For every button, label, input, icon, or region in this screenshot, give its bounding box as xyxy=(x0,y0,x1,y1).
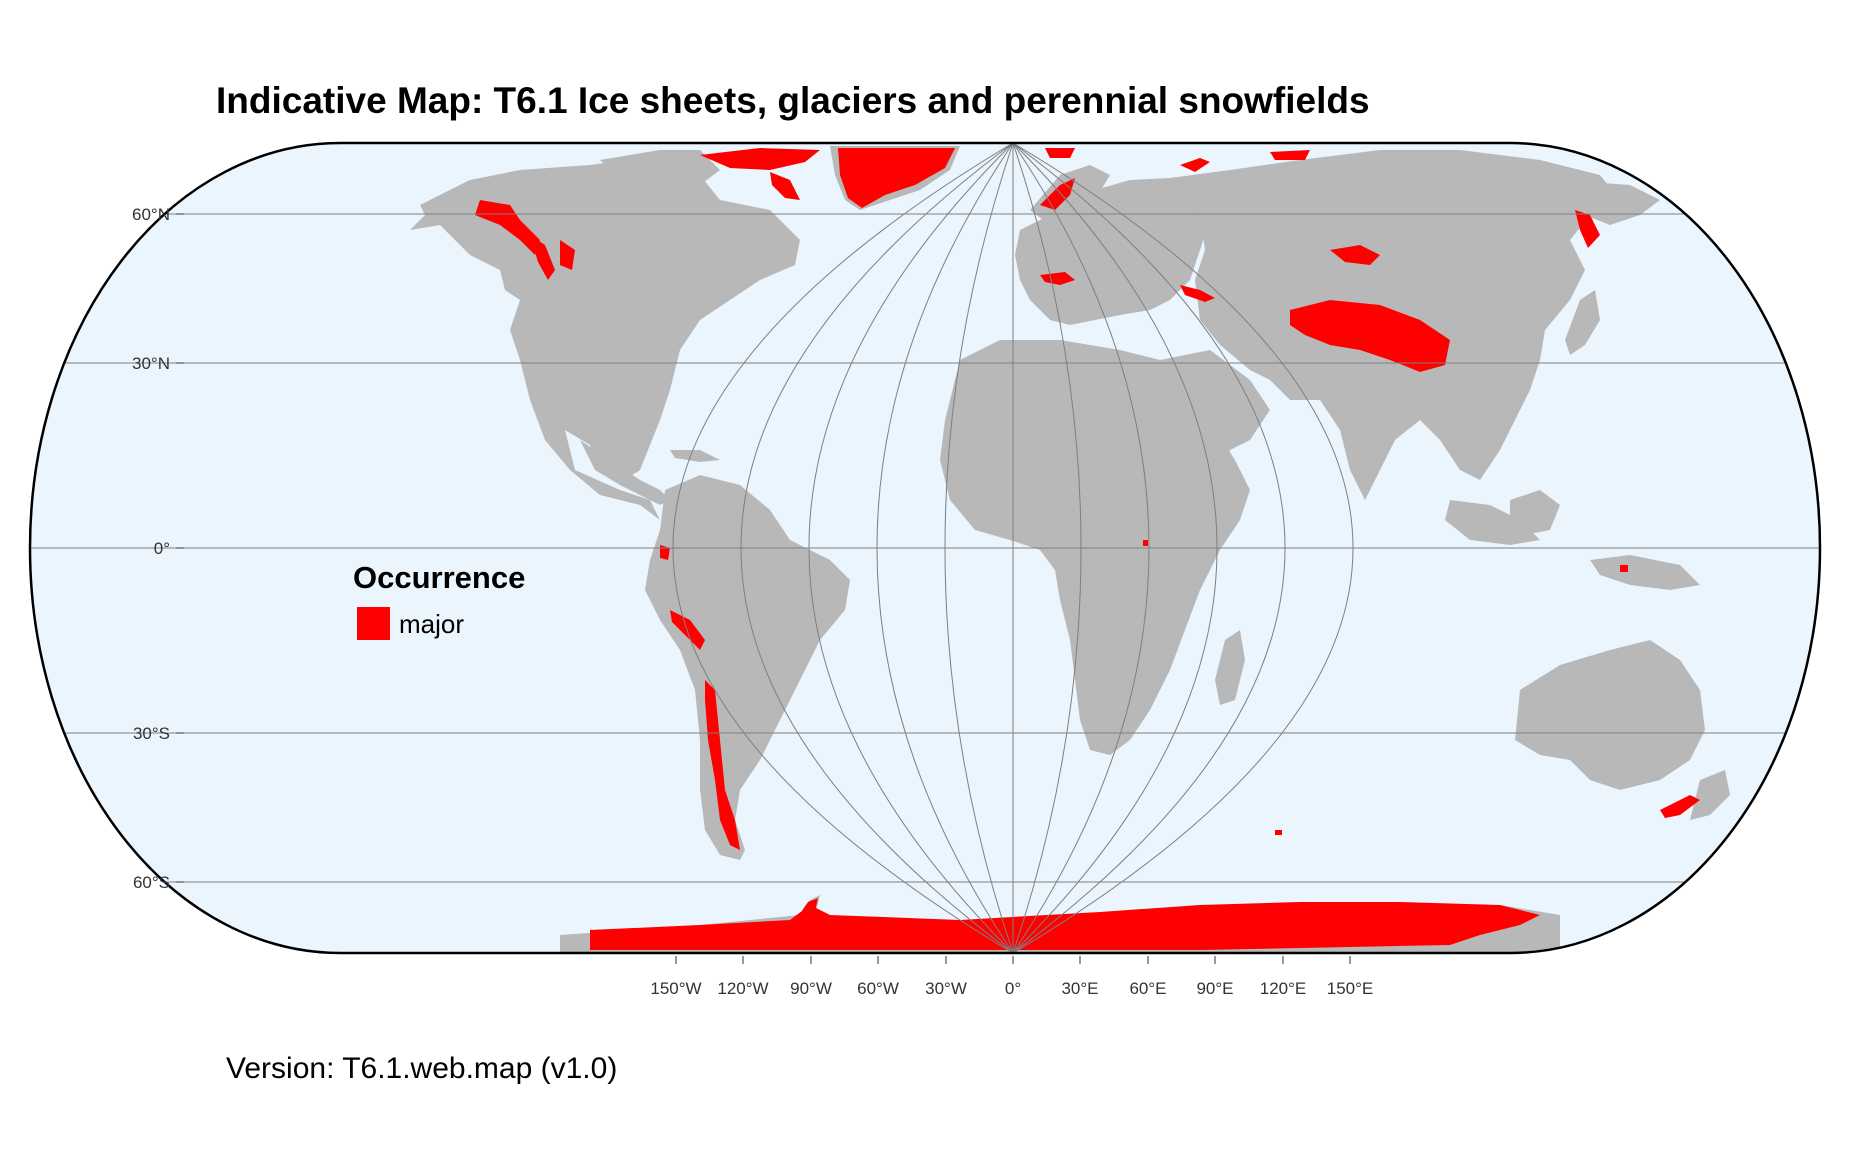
ice-greenland xyxy=(838,148,955,208)
land-new-guinea xyxy=(1590,555,1700,590)
lon-label-30w: 30°W xyxy=(925,979,967,998)
ice-arctic-canada xyxy=(700,148,820,170)
ice-occurrence-areas xyxy=(475,148,1700,950)
lon-label-150e: 150°E xyxy=(1327,979,1374,998)
ice-svalbard xyxy=(1045,148,1075,158)
ice-new-zealand xyxy=(1660,795,1700,818)
ice-baffin xyxy=(770,172,800,200)
land-japan xyxy=(1565,290,1600,355)
ice-caucasus xyxy=(1180,285,1215,302)
legend-swatch-major xyxy=(357,607,390,640)
ice-novaya-zemlya xyxy=(1180,158,1210,172)
ice-alps xyxy=(1040,272,1075,285)
lon-label-90e: 90°E xyxy=(1196,979,1233,998)
ice-antarctica xyxy=(590,902,1540,950)
ice-canadian-rockies xyxy=(530,235,555,280)
land-north-america xyxy=(430,158,800,520)
land-central-america xyxy=(580,440,670,505)
ice-severnaya-zemlya xyxy=(1270,150,1310,160)
land-southeast-asia-islands xyxy=(1445,500,1540,545)
lon-label-0: 0° xyxy=(1005,979,1021,998)
ice-kilimanjaro xyxy=(1143,540,1148,546)
ice-tibet-himalaya xyxy=(1290,300,1450,372)
land-borneo xyxy=(1510,490,1560,535)
graticule-meridians xyxy=(672,143,1354,953)
map-title: Indicative Map: T6.1 Ice sheets, glacier… xyxy=(216,80,1370,121)
longitude-axis: 150°W 120°W 90°W 60°W 30°W 0° 30°E 60°E … xyxy=(650,956,1373,998)
lat-label-60n: 60°N xyxy=(132,205,170,224)
ice-andes-north xyxy=(660,545,670,560)
legend-label-major: major xyxy=(399,609,464,639)
legend: Occurrence major xyxy=(353,560,525,640)
lon-label-30e: 30°E xyxy=(1061,979,1098,998)
meridian-120w xyxy=(740,143,1014,953)
land-south-america xyxy=(645,475,850,860)
land-madagascar xyxy=(1215,630,1245,705)
land-australia xyxy=(1515,640,1705,790)
land-arctic-archipelago xyxy=(600,150,720,190)
meridian-150w xyxy=(672,143,1014,953)
ice-new-guinea xyxy=(1620,565,1628,572)
meridian-60w xyxy=(876,143,1014,953)
land-arabia xyxy=(1160,350,1270,455)
land-caribbean xyxy=(670,450,720,462)
lat-label-30n: 30°N xyxy=(132,354,170,373)
lat-label-0: 0° xyxy=(154,539,170,558)
lon-label-60e: 60°E xyxy=(1129,979,1166,998)
lon-label-90w: 90°W xyxy=(790,979,832,998)
lat-label-30s: 30°S xyxy=(133,724,170,743)
meridian-90e xyxy=(1012,143,1218,953)
land-new-zealand xyxy=(1690,770,1730,820)
meridian-120e xyxy=(1012,143,1286,953)
ice-coast-mountains xyxy=(560,240,575,270)
lon-label-150w: 150°W xyxy=(650,979,701,998)
ice-scandinavia xyxy=(1040,178,1075,210)
meridian-150e xyxy=(1012,143,1354,953)
lon-label-120e: 120°E xyxy=(1260,979,1307,998)
lon-label-60w: 60°W xyxy=(857,979,899,998)
version-label: Version: T6.1.web.map (v1.0) xyxy=(226,1052,618,1085)
meridian-60e xyxy=(1012,143,1150,953)
ice-kerguelen xyxy=(1275,830,1282,835)
latitude-axis: 60°N 30°N 0° 30°S 60°S xyxy=(132,205,184,892)
globe-outline xyxy=(28,141,1822,955)
meridian-90w xyxy=(808,143,1014,953)
ice-andes-south xyxy=(705,680,740,850)
legend-title: Occurrence xyxy=(353,560,525,595)
meridian-30e xyxy=(1012,143,1082,953)
ice-kamchatka xyxy=(1575,210,1600,248)
lat-label-60s: 60°S xyxy=(133,873,170,892)
ice-antarctic-peninsula xyxy=(790,898,818,928)
ice-andes-central xyxy=(670,610,705,650)
lon-label-120w: 120°W xyxy=(717,979,768,998)
ice-tien-shan xyxy=(1330,245,1380,265)
meridian-30w xyxy=(944,143,1014,953)
graticule-parallels xyxy=(30,213,1820,883)
